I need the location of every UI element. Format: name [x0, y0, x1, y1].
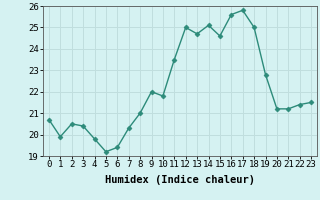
X-axis label: Humidex (Indice chaleur): Humidex (Indice chaleur)	[105, 175, 255, 185]
